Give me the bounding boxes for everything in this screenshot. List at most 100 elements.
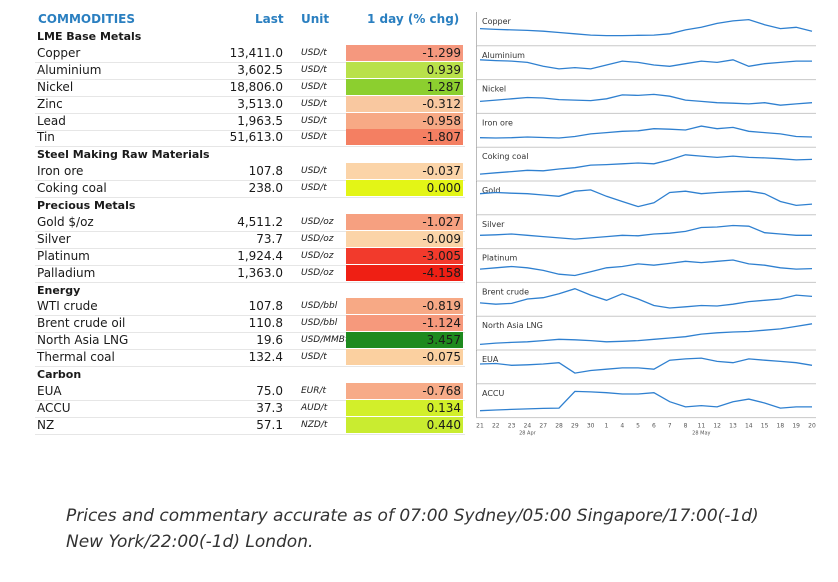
- x-tick-label: 13: [729, 423, 737, 430]
- x-tick-label: 4: [620, 423, 624, 430]
- table-row: WTI crude 107.8 USD/bbl -0.819: [35, 298, 465, 317]
- series-label: EUA: [482, 355, 499, 364]
- x-tick-label: 19: [792, 423, 800, 430]
- change-cell: -0.819: [346, 298, 463, 315]
- series-line: [479, 390, 812, 412]
- change-cell: -4.158: [346, 264, 463, 281]
- category-row: Steel Making Raw Materials: [35, 146, 465, 163]
- category-name: LME Base Metals: [37, 30, 142, 43]
- footnote: Prices and commentary accurate as of 07:…: [66, 506, 759, 552]
- series-line: [479, 154, 813, 175]
- header-commodities: COMMODITIES: [38, 12, 136, 26]
- series-label: Coking coal: [482, 152, 528, 161]
- last-price: 13,411.0: [229, 45, 283, 60]
- series-label: Gold: [482, 186, 500, 195]
- table-row: Gold $/oz 4,511.2 USD/oz -1.027: [35, 213, 465, 232]
- x-month-label: 28 May: [692, 431, 710, 437]
- last-price: 132.4: [248, 350, 283, 365]
- table-row: North Asia LNG 19.6 USD/MMBtu 3.457: [35, 332, 465, 351]
- change-cell: 0.440: [346, 416, 463, 433]
- last-price: 110.8: [248, 316, 283, 331]
- commodity-name: WTI crude: [37, 299, 98, 314]
- last-price: 107.8: [248, 299, 283, 314]
- unit: USD/MMBtu: [301, 335, 355, 346]
- table-row: EUA 75.0 EUR/t -0.768: [35, 382, 465, 401]
- category-name: Energy: [37, 283, 81, 297]
- sparkline-platinum: Platinum: [476, 248, 816, 283]
- table-row: Palladium 1,363.0 USD/oz -4.158: [35, 264, 465, 283]
- unit: USD/t: [301, 47, 327, 58]
- table-row: Zinc 3,513.0 USD/t -0.312: [35, 95, 465, 114]
- x-tick-label: 8: [684, 423, 688, 430]
- x-tick-label: 21: [476, 423, 484, 430]
- sparkline-copper: Copper: [476, 12, 816, 47]
- last-price: 1,963.5: [237, 113, 283, 128]
- commodity-name: NZ: [37, 417, 55, 432]
- change-cell: -0.009: [346, 230, 463, 247]
- series-label: Nickel: [482, 85, 506, 94]
- series-line: [479, 189, 813, 208]
- commodity-name: EUA: [37, 383, 62, 398]
- series-line: [479, 224, 812, 240]
- unit: USD/t: [301, 166, 327, 177]
- series-label: Copper: [482, 17, 512, 26]
- change-cell: -0.312: [346, 95, 463, 112]
- table-row: Coking coal 238.0 USD/t 0.000: [35, 180, 465, 199]
- last-price: 18,806.0: [229, 79, 283, 94]
- last-price: 75.0: [256, 383, 283, 398]
- series-label: ACCU: [482, 389, 505, 398]
- last-price: 238.0: [248, 181, 283, 196]
- unit: USD/t: [301, 132, 327, 143]
- unit: USD/oz: [301, 267, 334, 278]
- commodity-name: Brent crude oil: [37, 316, 126, 331]
- unit: USD/t: [301, 352, 327, 363]
- change-cell: 1.287: [346, 78, 463, 95]
- unit: USD/t: [301, 98, 327, 109]
- x-tick-label: 12: [713, 423, 721, 430]
- x-tick-label: 6: [652, 423, 656, 430]
- category-row: Precious Metals: [35, 197, 465, 214]
- category-name: Precious Metals: [37, 199, 136, 212]
- sparkline-accu: ACCU: [476, 383, 816, 419]
- series-line: [479, 357, 813, 374]
- header-unit: Unit: [301, 12, 330, 26]
- x-tick-label: 5: [636, 423, 640, 430]
- category-name: Steel Making Raw Materials: [37, 148, 210, 162]
- change-cell: -1.124: [346, 315, 463, 332]
- x-tick-label: 27: [539, 423, 547, 430]
- commodity-name: Aluminium: [37, 62, 102, 77]
- series-line: [479, 288, 813, 309]
- change-cell: -1.027: [346, 213, 463, 230]
- last-price: 1,363.0: [237, 265, 283, 280]
- commodity-name: Silver: [37, 231, 71, 246]
- last-price: 3,602.5: [237, 62, 283, 77]
- x-tick-label: 15: [761, 423, 769, 430]
- unit: AUD/t: [301, 402, 328, 413]
- sparkline-aluminium: Aluminium: [476, 45, 816, 81]
- x-tick-label: 18: [777, 423, 785, 430]
- sparkline-panel: Copper Aluminium Nickel Iron ore Coking coal…: [476, 12, 816, 437]
- unit: USD/t: [301, 115, 327, 126]
- commodity-name: North Asia LNG: [37, 333, 129, 348]
- commodity-name: Tin: [37, 130, 55, 145]
- series-label: North Asia LNG: [482, 321, 543, 330]
- unit: USD/t: [301, 183, 327, 194]
- x-tick-label: 20: [808, 423, 816, 430]
- change-cell: 3.457: [346, 332, 463, 349]
- category-row: Energy: [35, 282, 465, 299]
- category-name: Carbon: [37, 368, 82, 381]
- change-cell: -0.037: [346, 163, 463, 180]
- x-tick-label: 11: [698, 423, 706, 430]
- unit: NZD/t: [301, 419, 328, 430]
- change-cell: -3.005: [346, 247, 463, 264]
- unit: USD/oz: [301, 216, 334, 227]
- unit: USD/bbl: [301, 301, 338, 312]
- sparkline-nickel: Nickel: [476, 79, 816, 114]
- change-cell: -0.075: [346, 349, 463, 366]
- commodity-name: ACCU: [37, 400, 71, 415]
- change-cell: -0.958: [346, 112, 463, 129]
- series-label: Iron ore: [482, 118, 513, 127]
- last-price: 51,613.0: [229, 130, 283, 145]
- commodity-name: Iron ore: [37, 164, 84, 179]
- sparkline-coking-coal: Coking coal: [476, 147, 816, 182]
